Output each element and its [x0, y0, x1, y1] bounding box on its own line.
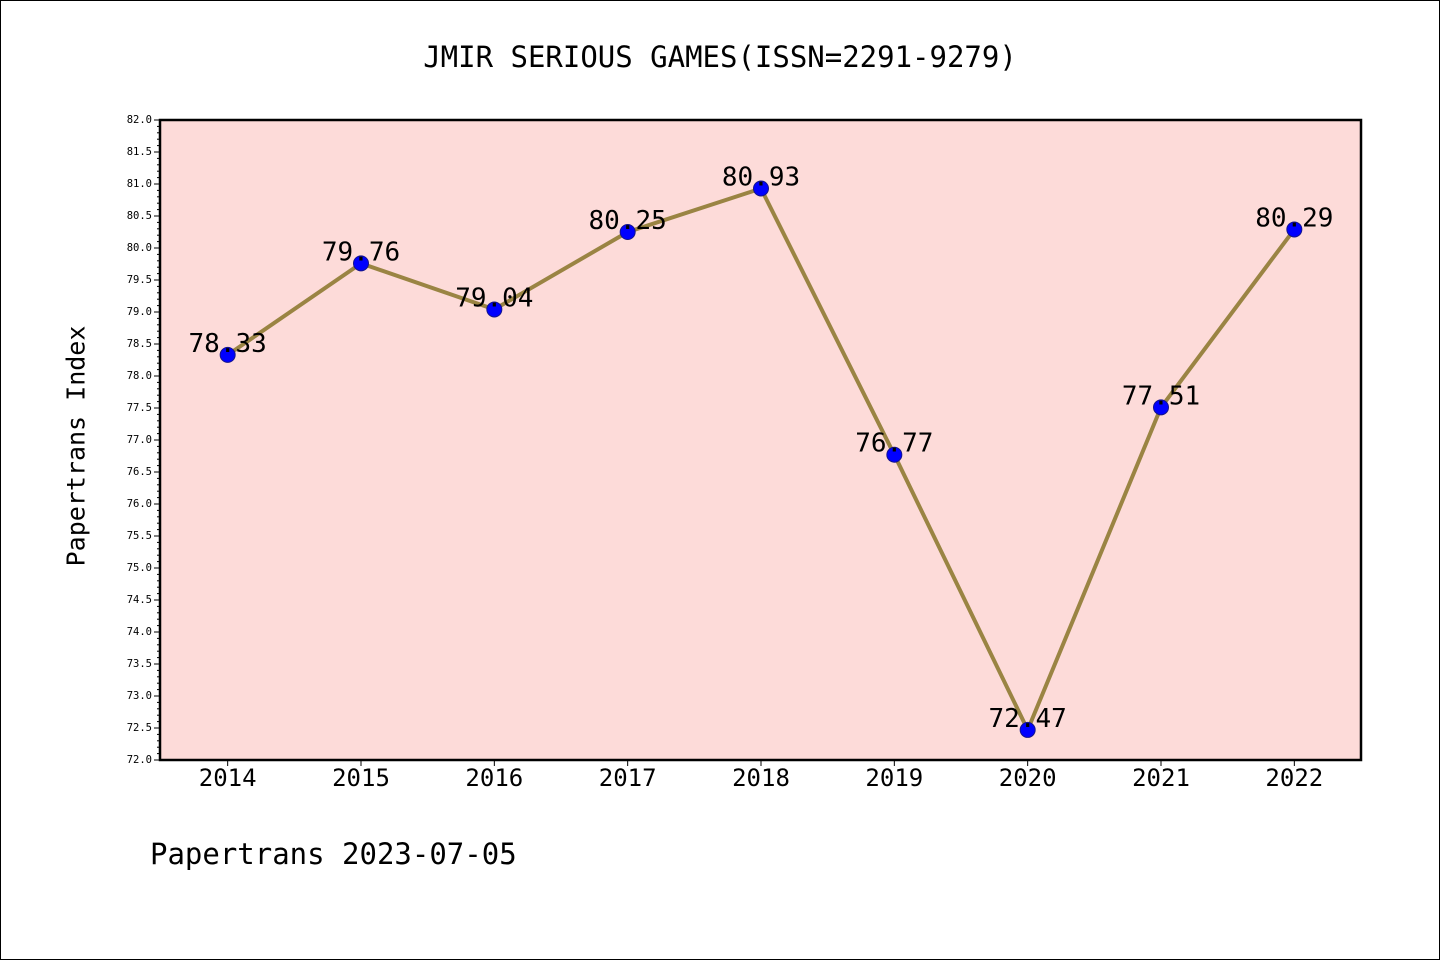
y-tick-label: 80.5 — [127, 210, 152, 222]
data-point — [1286, 221, 1303, 238]
chart-title: JMIR SERIOUS GAMES(ISSN=2291-9279) — [423, 40, 1017, 74]
plot-border — [158, 118, 1363, 762]
data-label: 80.93 — [722, 162, 800, 192]
y-tick-label: 78.0 — [127, 370, 152, 382]
y-tick-label: 79.5 — [127, 274, 152, 286]
data-label: 79.04 — [455, 283, 533, 313]
y-tick-label: 82.0 — [127, 114, 152, 126]
y-tick-label: 73.0 — [127, 690, 152, 702]
y-tick-label: 76.5 — [127, 466, 152, 478]
y-tick-label: 74.5 — [127, 594, 152, 606]
data-point — [486, 301, 503, 318]
data-labels: 78.33 79.76 79.04 80.25 80.93 76.77 72.47 77.51… — [189, 162, 1334, 733]
y-tick-label: 74.0 — [127, 626, 152, 638]
data-point — [353, 255, 369, 272]
data-point — [1153, 399, 1169, 416]
y-tick-label: 81.5 — [127, 146, 152, 158]
y-tick-label: 81.0 — [127, 178, 152, 190]
data-markers — [219, 180, 1303, 738]
data-point — [886, 446, 903, 463]
x-tick-label: 2017 — [599, 764, 657, 792]
y-axis-label: Papertrans Index — [62, 326, 91, 567]
x-tick-label: 2014 — [199, 764, 257, 792]
data-label: 72.47 — [989, 704, 1067, 734]
data-label: 79.76 — [322, 237, 400, 267]
y-axis: 72.0 72.5 73.0 73.5 74.0 74.5 75.0 75.5 76.0 76.5… — [127, 114, 160, 766]
y-tick-label: 79.0 — [127, 306, 152, 318]
data-point — [619, 224, 636, 240]
footer-text: Papertrans 2023-07-05 — [150, 837, 517, 871]
x-tick-label: 2015 — [332, 764, 390, 792]
data-point — [219, 346, 236, 363]
data-label: 77.51 — [1122, 381, 1200, 411]
x-tick-label: 2022 — [1265, 764, 1323, 792]
y-tick-label: 80.0 — [127, 242, 152, 254]
y-tick-label: 77.5 — [127, 402, 152, 414]
x-axis: 2014 2015 2016 2017 2018 2019 2020 2021 2022 — [199, 760, 1323, 792]
y-tick-label: 73.5 — [127, 658, 152, 670]
y-tick-label: 75.5 — [127, 530, 152, 542]
x-tick-label: 2018 — [732, 764, 790, 792]
data-label: 78.33 — [189, 329, 267, 359]
x-tick-label: 2021 — [1132, 764, 1190, 792]
x-tick-label: 2016 — [465, 764, 523, 792]
y-tick-label: 76.0 — [127, 498, 152, 510]
data-label: 80.25 — [589, 206, 667, 236]
plot-area — [160, 120, 1361, 760]
x-tick-label: 2019 — [865, 764, 923, 792]
y-tick-label: 72.0 — [127, 754, 152, 766]
y-tick-label: 72.5 — [127, 722, 152, 734]
data-point — [1019, 721, 1036, 738]
y-tick-label: 75.0 — [127, 562, 152, 574]
x-tick-label: 2020 — [999, 764, 1057, 792]
y-tick-label: 78.5 — [127, 338, 152, 350]
data-label: 76.77 — [855, 429, 933, 459]
data-label: 80.29 — [1255, 203, 1333, 233]
data-point — [753, 180, 769, 197]
y-tick-label: 77.0 — [127, 434, 152, 446]
